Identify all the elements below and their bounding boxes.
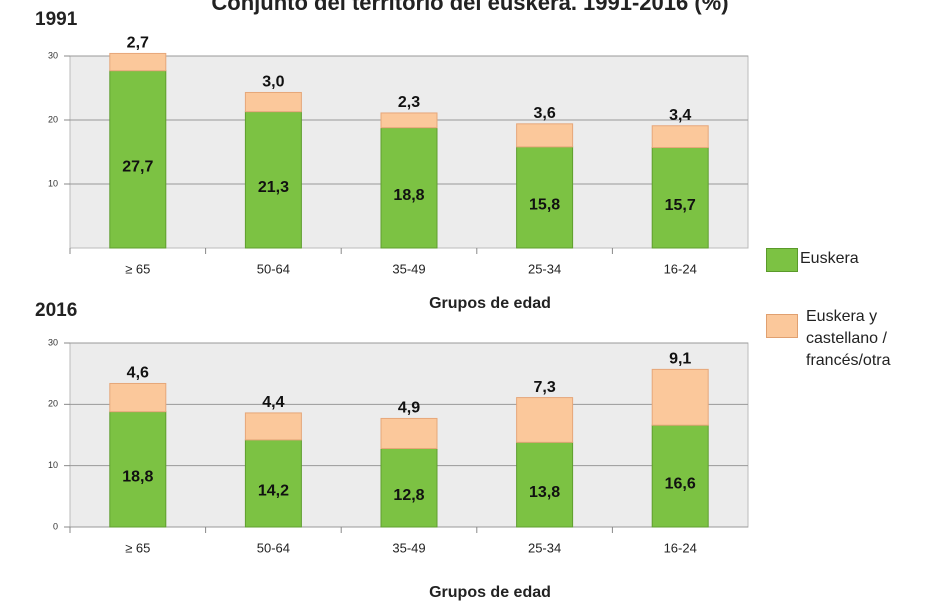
data-label: 15,8	[529, 197, 560, 214]
data-label: 3,4	[669, 107, 691, 124]
x-axis-label: Grupos de edad	[429, 295, 551, 312]
data-label: 13,8	[529, 484, 560, 501]
data-label: 4,9	[398, 400, 420, 417]
y-tick-label: 30	[48, 50, 58, 60]
bar-segment	[109, 382, 167, 413]
bar-segment	[380, 112, 438, 129]
bar-segment	[651, 424, 709, 528]
y-tick-label: 10	[48, 178, 58, 188]
data-label: 2,7	[127, 35, 149, 52]
data-label: 21,3	[258, 179, 289, 196]
x-tick-label: 25-34	[528, 540, 561, 555]
data-label: 3,0	[262, 74, 284, 91]
x-tick-label: 50-64	[257, 540, 290, 555]
legend-swatch	[766, 314, 798, 338]
bar-segment	[380, 417, 438, 449]
legend-label: Euskera y castellano / francés/otra	[806, 308, 891, 369]
bar-segment	[109, 52, 167, 72]
bar-segment	[244, 111, 302, 249]
legend-label: Euskera	[800, 250, 859, 267]
y-tick-label: 20	[48, 399, 58, 409]
data-label: 4,4	[262, 394, 284, 411]
bar-segment	[244, 412, 302, 441]
legend-swatch	[766, 248, 798, 272]
bar-segment	[651, 368, 709, 426]
bar-segment	[380, 447, 438, 528]
data-label: 27,7	[122, 159, 153, 176]
bar-segment	[244, 439, 302, 528]
data-label: 18,8	[122, 469, 153, 486]
data-label: 14,2	[258, 483, 289, 500]
bar-segment	[651, 125, 709, 149]
y-tick-label: 0	[53, 521, 58, 531]
data-label: 15,7	[665, 197, 696, 214]
x-tick-label: 16-24	[664, 261, 697, 276]
x-tick-label: 35-49	[392, 540, 425, 555]
x-tick-label: 25-34	[528, 261, 561, 276]
x-axis-label: Grupos de edad	[429, 584, 551, 601]
bar-segment	[380, 127, 438, 249]
y-tick-label: 20	[48, 114, 58, 124]
bar-segment	[516, 123, 574, 148]
page-title: Conjunto del territorio del euskera. 199…	[211, 0, 728, 15]
bar-segment	[109, 411, 167, 528]
x-tick-label: ≥ 65	[125, 261, 150, 276]
data-label: 12,8	[393, 487, 424, 504]
data-label: 7,3	[533, 379, 555, 396]
data-label: 3,6	[533, 105, 555, 122]
bar-segment	[109, 70, 167, 249]
data-label: 16,6	[665, 475, 696, 492]
y-tick-label: 30	[48, 337, 58, 347]
bar-segment	[244, 91, 302, 113]
data-label: 18,8	[393, 187, 424, 204]
chart-title: 1991	[35, 9, 78, 30]
data-label: 4,6	[127, 365, 149, 382]
bar-segment	[516, 146, 574, 249]
x-tick-label: ≥ 65	[125, 540, 150, 555]
x-tick-label: 16-24	[664, 540, 697, 555]
bar-segment	[516, 397, 574, 443]
x-tick-label: 50-64	[257, 261, 290, 276]
chart-title: 2016	[35, 300, 77, 321]
data-label: 9,1	[669, 351, 691, 368]
y-tick-label: 10	[48, 460, 58, 470]
x-tick-label: 35-49	[392, 261, 425, 276]
data-label: 2,3	[398, 94, 420, 111]
